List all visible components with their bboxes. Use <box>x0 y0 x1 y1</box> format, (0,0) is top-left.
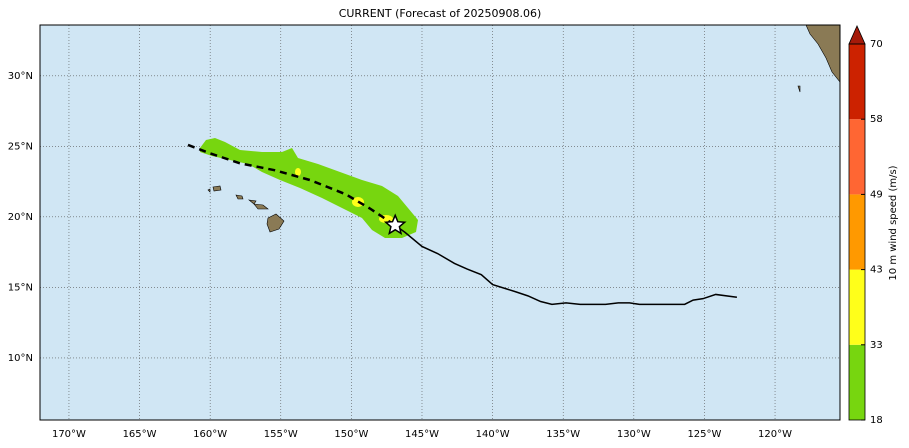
grid <box>40 25 840 420</box>
colorbar-tick-label: 49 <box>870 189 883 200</box>
y-tick-label: 10°N <box>8 353 33 364</box>
y-tick-label: 30°N <box>8 71 33 82</box>
map-title: CURRENT (Forecast of 20250908.06) <box>339 7 542 20</box>
colorbar-segment <box>849 269 865 345</box>
x-tick-label: 150°W <box>334 429 368 440</box>
x-tick-label: 120°W <box>758 429 792 440</box>
x-tick-label: 125°W <box>687 429 721 440</box>
storm-track <box>394 224 738 306</box>
storm-track <box>187 143 396 227</box>
y-tick-label: 20°N <box>8 212 33 223</box>
colorbar-tick-label: 18 <box>870 415 883 426</box>
x-tick-label: 130°W <box>617 429 651 440</box>
colorbar-frame <box>848 43 866 421</box>
colorbar-tick-label: 70 <box>870 39 883 50</box>
colorbar-segment <box>849 44 865 120</box>
x-tick-label: 170°W <box>52 429 86 440</box>
x-tick-label: 160°W <box>193 429 227 440</box>
current-position <box>383 213 407 235</box>
colorbar-extend <box>848 25 866 45</box>
ocean <box>40 25 840 420</box>
islands <box>207 24 841 233</box>
colorbar-tick-label: 58 <box>870 114 883 125</box>
colorbar-label: 10 m wind speed (m/s) <box>888 165 899 280</box>
y-tick-label: 15°N <box>8 282 33 293</box>
x-tick-label: 165°W <box>123 429 157 440</box>
colorbar-segment <box>849 119 865 195</box>
colorbar-segment <box>849 344 865 420</box>
map-frame <box>39 24 841 421</box>
y-tick-label: 25°N <box>8 141 33 152</box>
colorbar-tick-label: 43 <box>870 265 883 276</box>
x-tick-label: 155°W <box>264 429 298 440</box>
colorbar: 18 33 43 49 58 70 <box>848 25 883 426</box>
tracks <box>187 143 738 306</box>
wind-swath <box>200 138 418 238</box>
x-tick-label: 145°W <box>405 429 439 440</box>
x-tick-label: 135°W <box>546 429 580 440</box>
colorbar-tick-label: 33 <box>870 340 883 351</box>
x-tick-label: 140°W <box>476 429 510 440</box>
colorbar-segment <box>849 194 865 270</box>
swath-high <box>295 168 301 176</box>
